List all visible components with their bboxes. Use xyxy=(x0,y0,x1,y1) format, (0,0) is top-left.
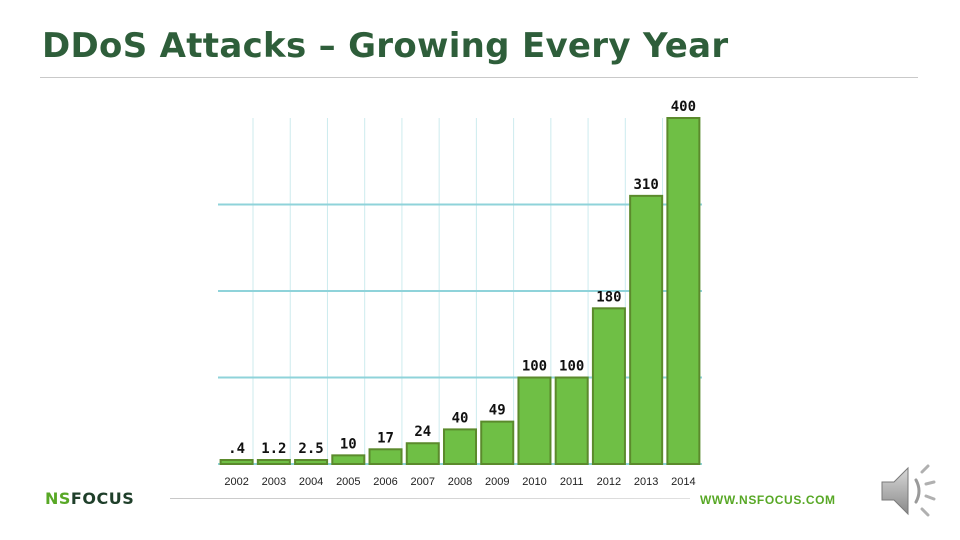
x-tick-label: 2002 xyxy=(224,476,248,488)
x-tick-label: 2007 xyxy=(411,476,435,488)
x-tick-label: 2008 xyxy=(448,476,472,488)
bar xyxy=(442,428,478,465)
bar xyxy=(554,376,589,465)
data-label: 310 xyxy=(634,177,659,193)
data-label: 100 xyxy=(522,359,547,375)
x-tick-label: 2003 xyxy=(262,476,286,488)
x-tick-label: 2005 xyxy=(336,476,360,488)
bar xyxy=(405,442,440,465)
x-tick-label: 2009 xyxy=(485,476,509,488)
bar xyxy=(331,454,366,466)
x-tick-label: 2014 xyxy=(671,476,695,488)
x-tick-label: 2004 xyxy=(299,476,323,488)
x-tick-label: 2010 xyxy=(522,476,546,488)
speaker-icon[interactable] xyxy=(878,462,944,520)
bar xyxy=(294,459,329,465)
bar xyxy=(368,448,403,466)
x-tick-label: 2006 xyxy=(373,476,397,488)
bar xyxy=(629,194,664,465)
nsfocus-logo: NSFOCUS xyxy=(45,489,134,508)
website-link[interactable]: WWW.NSFOCUS.COM xyxy=(700,493,836,507)
data-label: 49 xyxy=(489,403,506,419)
footer-divider xyxy=(170,498,690,499)
bar xyxy=(591,307,626,465)
x-tick-label: 2012 xyxy=(597,476,621,488)
data-label: 10 xyxy=(340,436,357,452)
title-divider xyxy=(40,77,918,78)
slide-title: DDoS Attacks – Growing Every Year xyxy=(42,26,729,66)
bar xyxy=(666,117,701,465)
data-label: 180 xyxy=(596,289,621,305)
bar xyxy=(480,420,515,465)
data-label: 400 xyxy=(671,99,696,115)
x-tick-label: 2011 xyxy=(560,476,584,488)
x-tick-label: 2013 xyxy=(634,476,658,488)
logo-prefix: NS xyxy=(45,489,71,508)
data-label: 2.5 xyxy=(298,441,323,457)
bar xyxy=(219,459,254,465)
logo-suffix: FOCUS xyxy=(70,489,135,508)
data-label: 1.2 xyxy=(261,441,286,457)
data-label: 24 xyxy=(414,424,431,440)
data-label: 17 xyxy=(377,430,394,446)
bar xyxy=(256,459,291,465)
data-label: 100 xyxy=(559,359,584,375)
data-label: .4 xyxy=(228,441,245,457)
bar xyxy=(517,376,552,465)
data-label: 40 xyxy=(452,410,469,426)
